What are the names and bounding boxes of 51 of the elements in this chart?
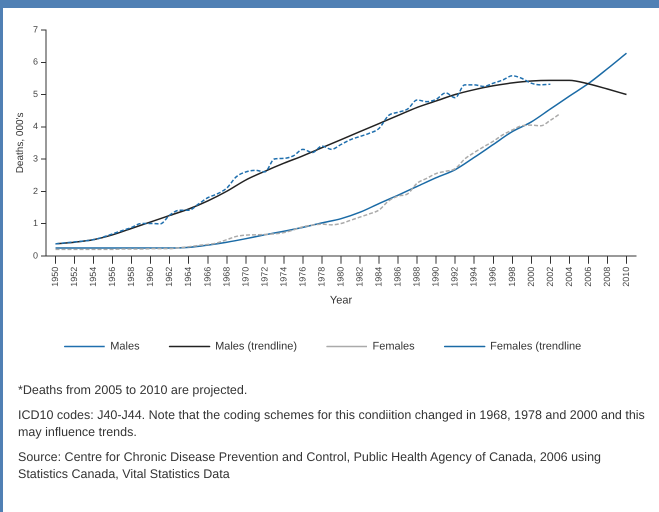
x-tick-label: 1990 bbox=[430, 266, 441, 287]
y-tick-label: 7 bbox=[32, 24, 38, 34]
x-tick-label: 1978 bbox=[316, 266, 326, 287]
x-tick-label: 1984 bbox=[374, 266, 384, 287]
y-tick-label: 6 bbox=[32, 56, 38, 67]
x-tick-label: 1956 bbox=[107, 266, 118, 287]
y-tick-label: 3 bbox=[32, 154, 38, 164]
x-tick-label: 2008 bbox=[602, 266, 612, 287]
x-tick-label: 1958 bbox=[126, 266, 136, 287]
text: *Deaths from 2005 to 2010 are projected. bbox=[18, 382, 248, 399]
x-tick-label: 1960 bbox=[145, 266, 156, 287]
x-tick-label: 1980 bbox=[335, 266, 346, 287]
x-tick-label: 2006 bbox=[582, 266, 593, 287]
legend-label: Males (trendline) bbox=[215, 340, 297, 353]
legend-label: Females (trendline bbox=[490, 340, 582, 353]
y-axis-title: Deaths, 000's bbox=[14, 112, 26, 174]
x-tick-label: 1966 bbox=[202, 266, 212, 287]
x-axis-title: Year bbox=[330, 294, 352, 306]
y-tick-label: 5 bbox=[32, 88, 38, 99]
x-tick-label: 1998 bbox=[506, 266, 517, 287]
x-tick-label: 1996 bbox=[488, 266, 498, 287]
text: ICD10 codes: J40-J44. Note that the coding schemes for this condiition changed in 1968, 1978 and 2000 and this may influence trends. bbox=[18, 407, 646, 441]
source-note: Source: Centre for Chronic Disease Prevention and Control, Public Health Agency of Canada, 2006 using Statistics Canada, Vital Statistics Data bbox=[18, 449, 602, 483]
x-tick-label: 1954 bbox=[88, 266, 98, 287]
x-tick-label: 2002 bbox=[544, 266, 555, 287]
line-series bbox=[54, 113, 561, 250]
x-tick-label: 1970 bbox=[240, 266, 250, 287]
legend-label: Females bbox=[372, 340, 416, 353]
y-tick-label: 1 bbox=[32, 218, 38, 228]
x-tick-label: 2004 bbox=[564, 266, 574, 287]
x-tick-label: 1986 bbox=[392, 266, 403, 287]
x-tick-label: 1964 bbox=[183, 266, 194, 287]
x-tick-label: 1992 bbox=[450, 266, 460, 287]
x-tick-label: 1982 bbox=[354, 266, 365, 287]
x-tick-label: 1994 bbox=[468, 266, 479, 287]
x-tick-label: 1972 bbox=[259, 266, 270, 287]
x-tick-label: 1988 bbox=[412, 266, 422, 287]
y-tick-label: 2 bbox=[32, 186, 38, 196]
line-series bbox=[54, 52, 628, 249]
x-tick-label: 1974 bbox=[278, 266, 288, 287]
line-series bbox=[54, 75, 552, 245]
x-tick-label: 1962 bbox=[164, 266, 174, 287]
x-tick-label: 1968 bbox=[221, 266, 232, 287]
x-tick-label: 2010 bbox=[620, 266, 631, 287]
x-tick-label: 1952 bbox=[69, 266, 80, 287]
x-tick-label: 1950 bbox=[50, 266, 60, 287]
y-tick-label: 4 bbox=[32, 121, 38, 132]
legend-label: Males bbox=[110, 340, 140, 353]
x-tick-label: 2000 bbox=[526, 266, 536, 287]
y-tick-label: 0 bbox=[32, 250, 38, 260]
x-tick-label: 1976 bbox=[297, 266, 308, 287]
